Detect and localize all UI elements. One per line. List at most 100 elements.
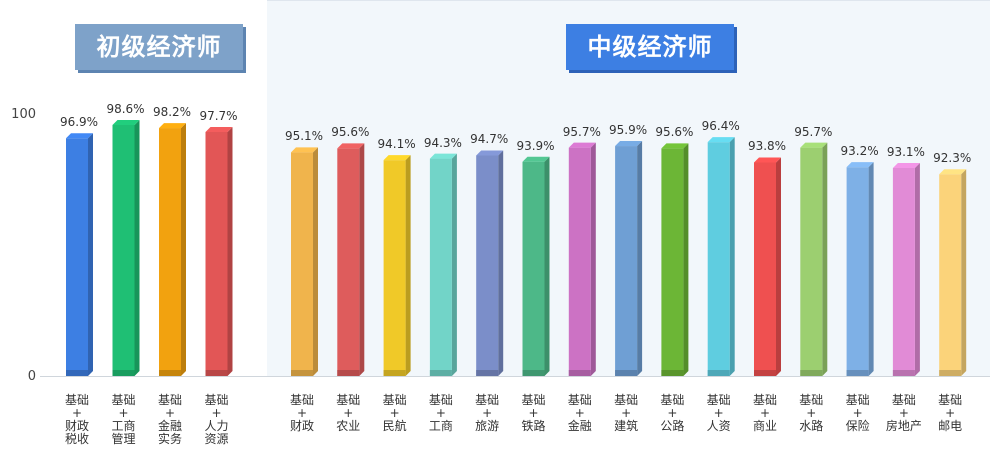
- bar-side: [683, 143, 689, 376]
- category-label: 基础 + 人力 资源: [192, 394, 242, 446]
- bar-front: [522, 161, 545, 376]
- data-label: 94.1%: [377, 137, 416, 152]
- category-label-line: 基础: [382, 393, 407, 407]
- bar-foot: [522, 370, 545, 376]
- category-label: 基础 + 公路: [647, 394, 697, 433]
- category-label: 基础 + 旅游: [462, 394, 512, 433]
- bar-top: [568, 142, 596, 148]
- bar-front: [159, 128, 181, 376]
- bar-side: [914, 162, 920, 376]
- category-label-line: 旅游: [475, 419, 500, 433]
- bar-top: [337, 143, 365, 149]
- intermediate-economist-title-text: 中级经济师: [566, 24, 734, 70]
- category-label-line: +: [667, 406, 678, 420]
- bar: [707, 137, 735, 376]
- bar-side: [313, 147, 318, 376]
- category-label-line: +: [759, 406, 771, 420]
- bar-side: [637, 141, 643, 376]
- bar-foot: [754, 370, 776, 376]
- bar: [112, 119, 140, 376]
- bar-side: [498, 150, 504, 376]
- bar: [337, 143, 365, 376]
- bar-front: [846, 167, 869, 376]
- data-label: 95.6%: [331, 125, 370, 140]
- category-label: 基础 + 建筑: [601, 394, 651, 433]
- category-label-line: 公路: [660, 419, 685, 433]
- bar-front: [568, 147, 591, 376]
- data-label: 98.6%: [106, 101, 145, 116]
- bar-top: [892, 162, 920, 168]
- bar-front: [754, 162, 776, 376]
- bar-top: [476, 150, 504, 156]
- data-label: 95.9%: [609, 123, 648, 138]
- bar-front: [939, 174, 962, 376]
- bar-side: [405, 155, 411, 376]
- category-label-line: 基础: [157, 393, 182, 407]
- category-label-line: +: [898, 406, 909, 420]
- category-label-line: 水路: [799, 419, 824, 433]
- category-label-line: 商业: [752, 419, 777, 433]
- bar: [661, 143, 689, 376]
- data-label: 96.9%: [59, 115, 99, 130]
- data-label: 94.3%: [423, 135, 462, 150]
- category-label-line: +: [945, 406, 956, 420]
- bar-top: [66, 133, 93, 139]
- bar-side: [590, 142, 596, 376]
- category-label-line: 基础: [521, 393, 546, 407]
- category-label-line: 人资: [706, 419, 731, 433]
- data-label: 95.6%: [655, 125, 694, 140]
- category-label: 基础 + 民航: [370, 394, 420, 433]
- bar-side: [451, 153, 457, 376]
- data-label: 93.1%: [886, 144, 925, 159]
- bar-front: [383, 160, 406, 376]
- bar-top: [429, 153, 457, 159]
- category-label: 基础 + 铁路: [509, 394, 559, 433]
- y-tick-label-zero: 0: [27, 369, 36, 384]
- y-tick-label-top: 100: [11, 107, 36, 122]
- basic-economist-title: 初级经济师: [75, 24, 246, 73]
- category-label-line: 财政: [64, 419, 89, 433]
- category-label-line: +: [435, 406, 446, 420]
- bar: [429, 153, 457, 376]
- bar-side: [776, 157, 781, 376]
- category-label-line: +: [118, 406, 129, 420]
- category-label-line: +: [389, 406, 400, 420]
- bar-top: [939, 169, 967, 175]
- category-label-line: 基础: [428, 393, 453, 407]
- bar-front: [205, 131, 228, 376]
- category-label-line: 铁路: [521, 419, 546, 433]
- bar-side: [88, 133, 93, 376]
- bar-foot: [205, 370, 228, 376]
- bar-foot: [615, 370, 638, 376]
- category-label-line: 基础: [706, 393, 731, 407]
- category-label-line: 保险: [845, 419, 870, 433]
- bar: [66, 133, 93, 376]
- category-label-line: +: [528, 406, 539, 420]
- category-label-line: +: [211, 406, 222, 420]
- bar-side: [181, 123, 186, 377]
- bar-top: [800, 142, 828, 148]
- bar-front: [476, 155, 499, 376]
- bar-foot: [291, 370, 313, 376]
- bar-foot: [429, 370, 452, 376]
- category-label: 基础 + 水路: [786, 394, 836, 433]
- category-label: 基础 + 农业: [323, 394, 373, 433]
- category-label-line: 基础: [799, 393, 824, 407]
- category-label: 基础 + 人资: [694, 394, 744, 433]
- bar-front: [707, 142, 730, 376]
- category-label-line: +: [713, 406, 724, 420]
- category-label-line: 建筑: [614, 419, 639, 433]
- category-label-line: +: [164, 406, 176, 420]
- bar-top: [383, 155, 411, 161]
- bar-side: [729, 137, 735, 376]
- data-label: 93.9%: [516, 138, 555, 153]
- category-label-line: 金融: [567, 419, 592, 433]
- bar-side: [227, 126, 233, 377]
- data-label: 97.7%: [199, 108, 238, 123]
- category-label-line: 基础: [891, 393, 916, 407]
- bar-foot: [476, 370, 499, 376]
- bar: [522, 156, 550, 376]
- category-label-line: 财政: [289, 419, 314, 433]
- bar-front: [291, 152, 313, 376]
